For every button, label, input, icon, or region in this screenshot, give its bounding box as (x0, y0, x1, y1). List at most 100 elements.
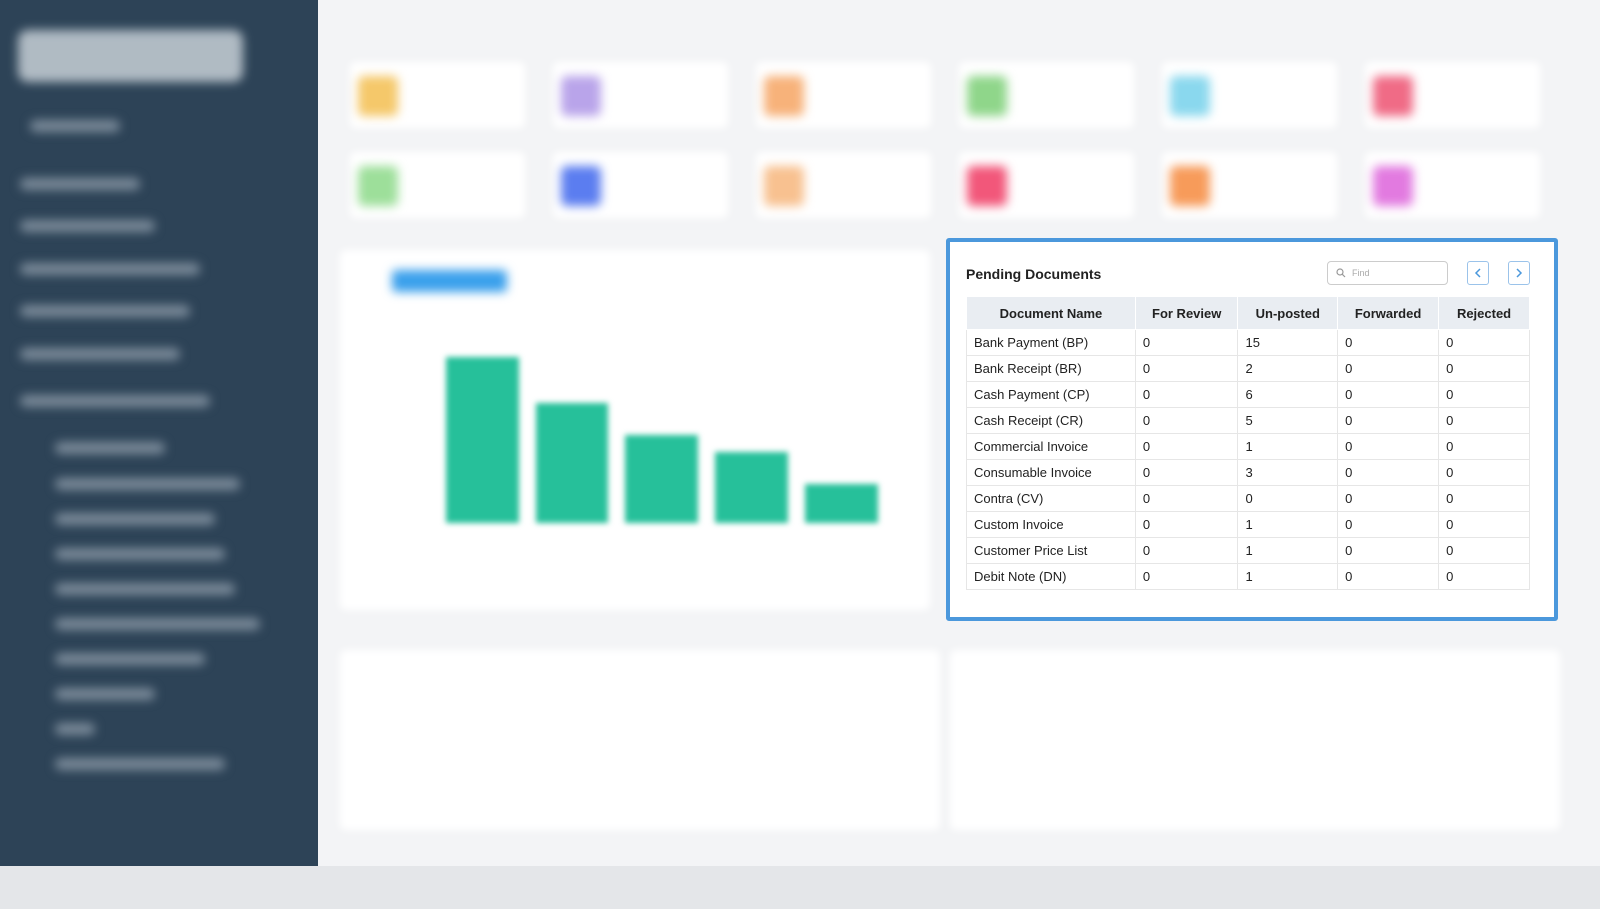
count-cell: 1 (1237, 563, 1339, 590)
reports-card (950, 650, 1560, 830)
count-cell: 0 (1337, 433, 1440, 460)
count-cell: 0 (1438, 511, 1530, 538)
summary-icon (764, 76, 804, 116)
summary-icon (358, 166, 398, 206)
document-name-cell: Cash Receipt (CR) (966, 407, 1136, 434)
summary-icon (1373, 76, 1413, 116)
count-cell: 0 (1134, 563, 1239, 590)
summary-icon (561, 166, 601, 206)
count-cell: 0 (1438, 381, 1530, 408)
count-cell: 0 (1134, 329, 1239, 356)
next-icon (1516, 268, 1523, 278)
panel-title: Pending Documents (966, 266, 1102, 282)
blurred-bar (536, 403, 608, 523)
count-cell: 0 (1134, 537, 1239, 564)
column-header: Document Name (966, 296, 1136, 330)
document-name-cell: Contra (CV) (966, 485, 1136, 512)
document-name-cell: Commercial Invoice (966, 433, 1136, 460)
count-cell: 0 (1337, 355, 1440, 382)
column-header: Un-posted (1237, 296, 1339, 330)
pending-table: Document Name For Review Un-posted Forwarde… (966, 296, 1530, 590)
nav-item (55, 758, 225, 770)
table-row: Debit Note (DN) 0 1 0 0 (966, 563, 1530, 590)
nav-item (55, 618, 260, 630)
table-row: Customer Price List 0 1 0 0 (966, 537, 1530, 564)
pending-documents-panel: Pending Documents Find Document Name For … (946, 238, 1558, 621)
count-cell: 0 (1337, 381, 1440, 408)
document-name-cell: Bank Payment (BP) (966, 329, 1136, 356)
nav-item (55, 583, 235, 595)
table-row: Bank Payment (BP) 0 15 0 0 (966, 329, 1530, 356)
count-cell: 15 (1237, 329, 1339, 356)
count-cell: 0 (1438, 537, 1530, 564)
logo (18, 30, 243, 82)
count-cell: 0 (1237, 485, 1339, 512)
prev-button[interactable] (1467, 261, 1489, 285)
summary-icon (561, 76, 601, 116)
header-row: Document Name For Review Un-posted Forwarde… (966, 296, 1530, 330)
column-header: For Review (1134, 296, 1239, 330)
search-icon (1336, 268, 1346, 278)
nav-item (55, 442, 165, 454)
count-cell: 0 (1134, 433, 1239, 460)
summary-icon (1373, 166, 1413, 206)
count-cell: 0 (1438, 433, 1530, 460)
count-cell: 0 (1438, 563, 1530, 590)
blurred-bar (625, 435, 698, 523)
column-header: Forwarded (1337, 296, 1440, 330)
critical-alerts-card (340, 650, 940, 830)
summary-icon (358, 76, 398, 116)
summary-icon (1170, 76, 1210, 116)
document-name-cell: Cash Payment (CP) (966, 381, 1136, 408)
nav-item (55, 653, 205, 665)
nav-item (20, 178, 140, 190)
count-cell: 0 (1438, 355, 1530, 382)
table-row: Consumable Invoice 0 3 0 0 (966, 459, 1530, 486)
count-cell: 0 (1438, 485, 1530, 512)
table-row: Bank Receipt (BR) 0 2 0 0 (966, 355, 1530, 382)
blurred-bar (715, 452, 788, 523)
document-name-cell: Debit Note (DN) (966, 563, 1136, 590)
count-cell: 0 (1438, 407, 1530, 434)
document-name-cell: Consumable Invoice (966, 459, 1136, 486)
count-cell: 1 (1237, 433, 1339, 460)
count-cell: 0 (1134, 511, 1239, 538)
count-cell: 0 (1438, 459, 1530, 486)
next-button[interactable] (1508, 261, 1530, 285)
count-cell: 2 (1237, 355, 1339, 382)
column-header: Rejected (1438, 296, 1530, 330)
count-cell: 1 (1237, 537, 1339, 564)
count-cell: 0 (1337, 459, 1440, 486)
document-name-cell: Custom Invoice (966, 511, 1136, 538)
tab (392, 270, 507, 292)
table-row: Cash Payment (CP) 0 6 0 0 (966, 381, 1530, 408)
summary-icon (1170, 166, 1210, 206)
table-row: Commercial Invoice 0 1 0 0 (966, 433, 1530, 460)
document-name-cell: Customer Price List (966, 537, 1136, 564)
footer (0, 866, 1600, 909)
count-cell: 0 (1337, 485, 1440, 512)
count-cell: 0 (1134, 407, 1239, 434)
nav-item (20, 305, 190, 317)
chart-card (340, 250, 930, 610)
search-box[interactable]: Find (1327, 261, 1448, 285)
count-cell: 1 (1237, 511, 1339, 538)
nav-item (20, 395, 210, 407)
summary-icon (967, 166, 1007, 206)
count-cell: 5 (1237, 407, 1339, 434)
count-cell: 0 (1134, 485, 1239, 512)
search-placeholder: Find (1352, 268, 1370, 278)
count-cell: 0 (1337, 511, 1440, 538)
blurred-bar (446, 357, 519, 523)
nav-item (20, 220, 155, 232)
nav-item (55, 548, 225, 560)
sidebar (0, 0, 318, 880)
count-cell: 0 (1134, 381, 1239, 408)
count-cell: 3 (1237, 459, 1339, 486)
nav-item (55, 513, 215, 525)
count-cell: 0 (1337, 563, 1440, 590)
count-cell: 0 (1438, 329, 1530, 356)
table-row: Custom Invoice 0 1 0 0 (966, 511, 1530, 538)
